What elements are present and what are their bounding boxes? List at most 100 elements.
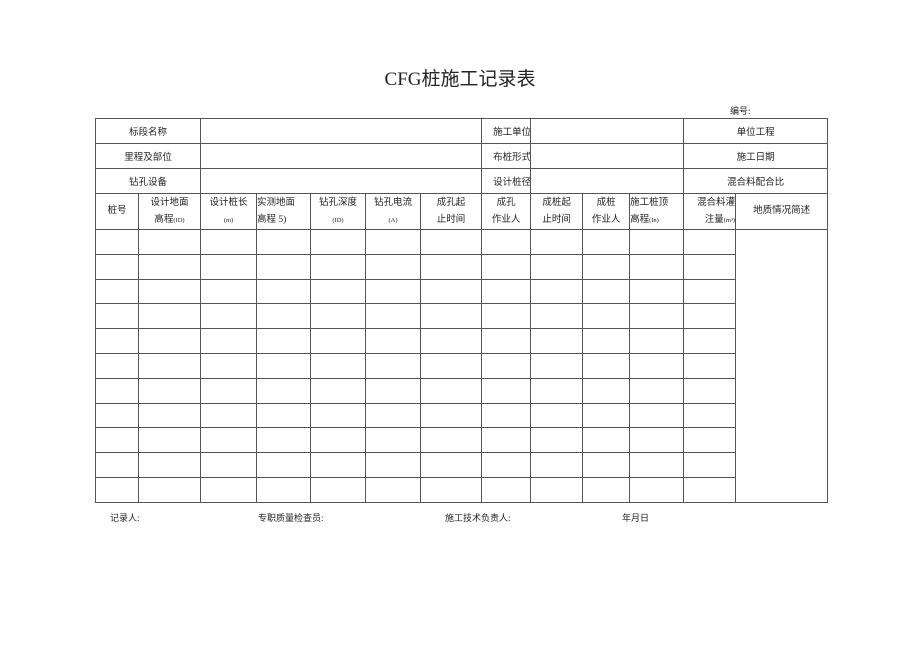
table-cell[interactable] — [310, 303, 367, 330]
info-value-field[interactable] — [530, 143, 685, 169]
table-cell[interactable] — [530, 427, 584, 454]
table-cell[interactable] — [530, 452, 584, 478]
table-cell[interactable] — [256, 253, 312, 280]
table-cell[interactable] — [256, 303, 312, 330]
table-cell[interactable] — [365, 476, 422, 503]
table-cell[interactable] — [256, 402, 312, 429]
table-cell[interactable] — [420, 476, 483, 503]
table-cell[interactable] — [629, 452, 685, 478]
table-cell[interactable] — [629, 229, 685, 255]
table-cell[interactable] — [256, 352, 312, 379]
table-cell[interactable] — [629, 402, 685, 429]
table-cell[interactable] — [310, 377, 367, 404]
table-cell[interactable] — [137, 402, 202, 429]
table-cell[interactable] — [683, 328, 737, 354]
table-cell[interactable] — [310, 278, 367, 305]
table-cell[interactable] — [420, 377, 483, 404]
table-cell[interactable] — [481, 229, 532, 255]
info-value-field[interactable] — [530, 118, 685, 144]
table-cell[interactable] — [530, 377, 584, 404]
table-cell[interactable] — [310, 452, 367, 478]
table-cell[interactable] — [310, 402, 367, 429]
table-cell[interactable] — [137, 328, 202, 354]
table-cell[interactable] — [200, 476, 258, 503]
table-cell[interactable] — [256, 278, 312, 305]
table-cell[interactable] — [137, 377, 202, 404]
table-cell[interactable] — [310, 328, 367, 354]
table-cell[interactable] — [582, 253, 631, 280]
table-cell[interactable] — [310, 229, 367, 255]
table-cell[interactable] — [95, 452, 139, 478]
table-cell[interactable] — [200, 352, 258, 379]
table-cell[interactable] — [683, 476, 737, 503]
table-cell[interactable] — [137, 229, 202, 255]
table-cell[interactable] — [420, 328, 483, 354]
table-cell[interactable] — [582, 352, 631, 379]
table-cell[interactable] — [365, 402, 422, 429]
table-cell[interactable] — [137, 253, 202, 280]
table-cell[interactable] — [137, 352, 202, 379]
table-cell[interactable] — [365, 452, 422, 478]
table-cell[interactable] — [481, 377, 532, 404]
table-cell[interactable] — [365, 352, 422, 379]
table-cell[interactable] — [629, 253, 685, 280]
info-value-field[interactable] — [530, 168, 685, 194]
table-cell[interactable] — [256, 328, 312, 354]
table-cell[interactable] — [365, 229, 422, 255]
geology-description-cell[interactable] — [735, 229, 829, 503]
table-cell[interactable] — [629, 377, 685, 404]
table-cell[interactable] — [582, 303, 631, 330]
table-cell[interactable] — [481, 476, 532, 503]
table-cell[interactable] — [200, 328, 258, 354]
table-cell[interactable] — [582, 278, 631, 305]
table-cell[interactable] — [365, 427, 422, 454]
table-cell[interactable] — [200, 402, 258, 429]
table-cell[interactable] — [582, 328, 631, 354]
table-cell[interactable] — [481, 278, 532, 305]
table-cell[interactable] — [530, 476, 584, 503]
table-cell[interactable] — [683, 229, 737, 255]
table-cell[interactable] — [629, 476, 685, 503]
table-cell[interactable] — [95, 476, 139, 503]
table-cell[interactable] — [481, 352, 532, 379]
table-cell[interactable] — [481, 253, 532, 280]
table-cell[interactable] — [365, 303, 422, 330]
table-cell[interactable] — [481, 328, 532, 354]
table-cell[interactable] — [200, 303, 258, 330]
table-cell[interactable] — [582, 377, 631, 404]
table-cell[interactable] — [200, 253, 258, 280]
table-cell[interactable] — [200, 452, 258, 478]
table-cell[interactable] — [200, 377, 258, 404]
table-cell[interactable] — [683, 452, 737, 478]
table-cell[interactable] — [95, 229, 139, 255]
table-cell[interactable] — [582, 402, 631, 429]
table-cell[interactable] — [310, 476, 367, 503]
table-cell[interactable] — [530, 402, 584, 429]
table-cell[interactable] — [365, 253, 422, 280]
table-cell[interactable] — [310, 352, 367, 379]
table-cell[interactable] — [200, 427, 258, 454]
table-cell[interactable] — [256, 427, 312, 454]
table-cell[interactable] — [683, 278, 737, 305]
table-cell[interactable] — [481, 303, 532, 330]
table-cell[interactable] — [420, 229, 483, 255]
table-cell[interactable] — [137, 303, 202, 330]
table-cell[interactable] — [530, 253, 584, 280]
table-cell[interactable] — [200, 278, 258, 305]
table-cell[interactable] — [420, 278, 483, 305]
table-cell[interactable] — [137, 278, 202, 305]
table-cell[interactable] — [481, 427, 532, 454]
table-cell[interactable] — [420, 452, 483, 478]
table-cell[interactable] — [420, 402, 483, 429]
table-cell[interactable] — [365, 328, 422, 354]
table-cell[interactable] — [683, 253, 737, 280]
table-cell[interactable] — [530, 229, 584, 255]
table-cell[interactable] — [310, 253, 367, 280]
table-cell[interactable] — [683, 352, 737, 379]
table-cell[interactable] — [530, 352, 584, 379]
table-cell[interactable] — [530, 328, 584, 354]
table-cell[interactable] — [582, 229, 631, 255]
table-cell[interactable] — [629, 352, 685, 379]
table-cell[interactable] — [256, 229, 312, 255]
table-cell[interactable] — [420, 303, 483, 330]
